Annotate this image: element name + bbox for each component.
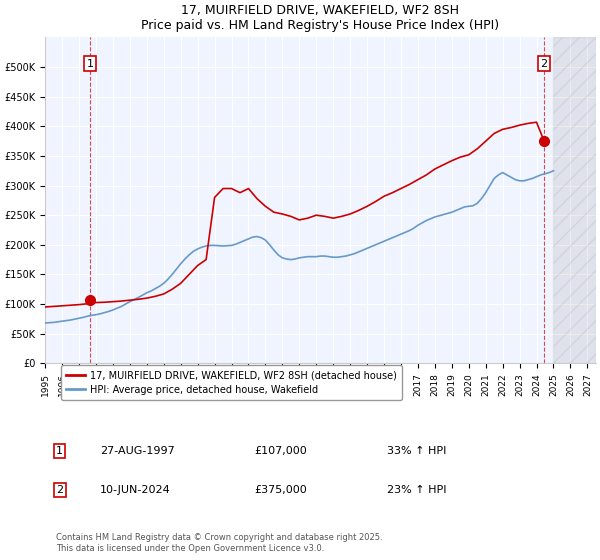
- Text: 2: 2: [541, 59, 548, 68]
- Text: 1: 1: [56, 446, 63, 456]
- Text: 23% ↑ HPI: 23% ↑ HPI: [386, 485, 446, 495]
- Text: 10-JUN-2024: 10-JUN-2024: [100, 485, 171, 495]
- Text: 33% ↑ HPI: 33% ↑ HPI: [386, 446, 446, 456]
- Text: £107,000: £107,000: [254, 446, 307, 456]
- Text: £375,000: £375,000: [254, 485, 307, 495]
- Text: Contains HM Land Registry data © Crown copyright and database right 2025.
This d: Contains HM Land Registry data © Crown c…: [56, 533, 383, 553]
- Bar: [553, 38, 596, 363]
- Title: 17, MUIRFIELD DRIVE, WAKEFIELD, WF2 8SH
Price paid vs. HM Land Registry's House : 17, MUIRFIELD DRIVE, WAKEFIELD, WF2 8SH …: [142, 4, 500, 32]
- Text: 2: 2: [56, 485, 63, 495]
- Text: 1: 1: [87, 59, 94, 68]
- Text: 27-AUG-1997: 27-AUG-1997: [100, 446, 175, 456]
- Legend: 17, MUIRFIELD DRIVE, WAKEFIELD, WF2 8SH (detached house), HPI: Average price, de: 17, MUIRFIELD DRIVE, WAKEFIELD, WF2 8SH …: [61, 365, 402, 400]
